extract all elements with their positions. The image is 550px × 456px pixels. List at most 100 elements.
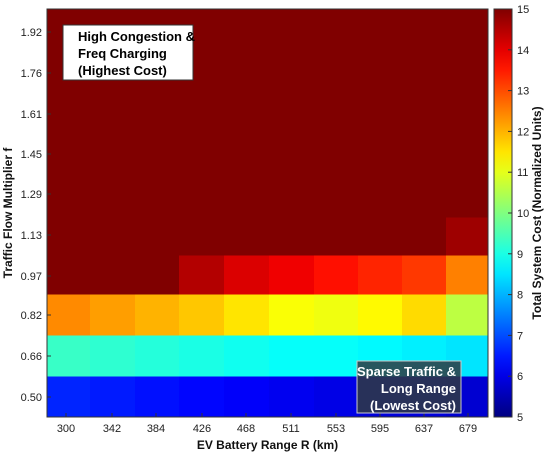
heatmap-cell bbox=[358, 9, 403, 35]
heatmap-cell bbox=[179, 376, 225, 418]
x-tick-label: 468 bbox=[237, 423, 255, 435]
heatmap-cell bbox=[358, 255, 403, 295]
heatmap-cell bbox=[402, 294, 447, 336]
heatmap-cell bbox=[179, 180, 225, 218]
heatmap-cell bbox=[179, 106, 225, 144]
colorbar-tick-label: 8 bbox=[517, 290, 523, 302]
heatmap-cell bbox=[47, 217, 91, 256]
heatmap-cell bbox=[314, 106, 359, 144]
colorbar-tick-label: 7 bbox=[517, 330, 523, 342]
heatmap-cell bbox=[446, 143, 489, 181]
heatmap-cell bbox=[90, 217, 136, 256]
heatmap-cell bbox=[314, 9, 359, 35]
heatmap-cell bbox=[224, 143, 270, 181]
heatmap-cell bbox=[224, 34, 270, 70]
x-tick-label: 553 bbox=[327, 423, 345, 435]
plot-frame bbox=[46, 8, 489, 418]
heatmap-cell bbox=[269, 9, 315, 35]
heatmap-cell bbox=[314, 69, 359, 107]
annotation-box-high bbox=[62, 24, 194, 81]
heatmap-cell bbox=[90, 143, 136, 181]
heatmap-cell bbox=[90, 255, 136, 295]
heatmap-cell bbox=[446, 255, 489, 295]
heatmap-cell bbox=[269, 294, 315, 336]
heatmap-cell bbox=[314, 143, 359, 181]
y-tick-label: 1.45 bbox=[21, 149, 42, 161]
heatmap-cell bbox=[402, 143, 447, 181]
x-tick-label: 384 bbox=[147, 423, 165, 435]
heatmap-cell bbox=[47, 106, 91, 144]
x-tick-label: 679 bbox=[459, 423, 477, 435]
heatmap-cell bbox=[269, 69, 315, 107]
heatmap-cell bbox=[446, 9, 489, 35]
x-axis-label: EV Battery Range R (km) bbox=[197, 438, 338, 452]
heatmap-cell bbox=[446, 34, 489, 70]
heatmap-cell bbox=[90, 106, 136, 144]
heatmap-cell bbox=[314, 255, 359, 295]
y-tick-label: 0.66 bbox=[21, 351, 42, 363]
heatmap-cell bbox=[446, 294, 489, 336]
heatmap-cell bbox=[269, 376, 315, 418]
heatmap-cell bbox=[47, 294, 91, 336]
y-tick-label: 0.82 bbox=[21, 310, 42, 322]
heatmap-cell bbox=[402, 34, 447, 70]
heatmap-cell bbox=[314, 335, 359, 377]
heatmap-cell bbox=[90, 294, 136, 336]
annotation-line: (Lowest Cost) bbox=[370, 398, 456, 413]
heatmap-cell bbox=[358, 106, 403, 144]
colorbar-label: Total System Cost (Normalized Units) bbox=[530, 106, 544, 319]
colorbar-tick-label: 9 bbox=[517, 249, 523, 261]
heatmap-cell bbox=[358, 180, 403, 218]
heatmap-cell bbox=[179, 255, 225, 295]
heatmap-cell bbox=[446, 217, 489, 256]
y-tick-label: 0.97 bbox=[21, 271, 42, 283]
colorbar-tick-label: 11 bbox=[517, 167, 528, 179]
heatmap-cell bbox=[224, 69, 270, 107]
annotation-line: High Congestion & bbox=[78, 29, 195, 44]
x-tick-label: 511 bbox=[282, 423, 300, 435]
colorbar-tick-label: 12 bbox=[517, 126, 529, 138]
heatmap-cell bbox=[269, 217, 315, 256]
colorbar-tick-label: 10 bbox=[517, 208, 529, 220]
heatmap-cell bbox=[135, 335, 180, 377]
heatmap-cell bbox=[47, 143, 91, 181]
colorbar-tick-label: 6 bbox=[517, 371, 523, 383]
heatmap-cell bbox=[358, 143, 403, 181]
heatmap-cell bbox=[446, 106, 489, 144]
y-tick-label: 1.29 bbox=[21, 189, 42, 201]
colorbar-tick-label: 15 bbox=[517, 4, 529, 16]
heatmap-cell bbox=[135, 106, 180, 144]
heatmap-cell bbox=[135, 143, 180, 181]
heatmap-cell bbox=[135, 294, 180, 336]
heatmap-cell bbox=[135, 376, 180, 418]
heatmap-cell bbox=[402, 106, 447, 144]
heatmap-cell bbox=[224, 106, 270, 144]
y-axis-label: Traffic Flow Multiplier f bbox=[1, 147, 15, 279]
annotation-box-sparse bbox=[356, 360, 462, 414]
heatmap-cell bbox=[269, 255, 315, 295]
heatmap-cell bbox=[314, 294, 359, 336]
heatmap-cell bbox=[314, 217, 359, 256]
heatmap-cell bbox=[47, 180, 91, 218]
heatmap-cell bbox=[314, 34, 359, 70]
annotation-line: Sparse Traffic & bbox=[357, 364, 456, 379]
heatmap-cell bbox=[90, 376, 136, 418]
heatmap-cell bbox=[269, 180, 315, 218]
heatmap-cell bbox=[402, 180, 447, 218]
annotation-line: (Highest Cost) bbox=[78, 63, 167, 78]
heatmap-cell bbox=[90, 335, 136, 377]
heatmap-cell bbox=[47, 335, 91, 377]
heatmap-cell bbox=[446, 180, 489, 218]
heatmap-cell bbox=[358, 294, 403, 336]
heatmap-cell bbox=[224, 376, 270, 418]
heatmap-cell bbox=[135, 255, 180, 295]
y-tick-label: 1.61 bbox=[21, 109, 42, 121]
heatmap-cell bbox=[269, 143, 315, 181]
heatmap-cell bbox=[179, 143, 225, 181]
heatmap-cell bbox=[446, 69, 489, 107]
heatmap-cell bbox=[179, 217, 225, 256]
y-tick-label: 1.76 bbox=[21, 68, 42, 80]
heatmap-cell bbox=[224, 217, 270, 256]
x-tick-label: 595 bbox=[371, 423, 389, 435]
